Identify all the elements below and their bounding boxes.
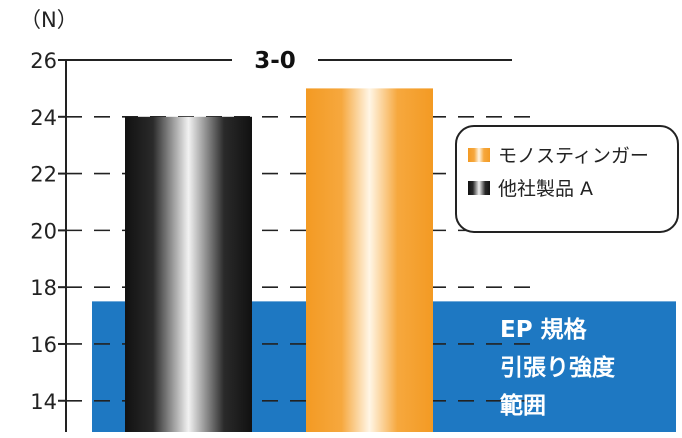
y-tick-label: 24	[30, 106, 57, 130]
legend-swatch	[468, 181, 490, 195]
y-tick-label: 14	[30, 390, 57, 414]
band-label-line: 引張り強度	[500, 354, 616, 381]
y-tick-label: 16	[30, 333, 57, 357]
band-label-line: 範囲	[500, 392, 546, 419]
chart-title: 3-0	[254, 48, 296, 74]
legend-label: モノスティンガー	[498, 145, 649, 167]
legend-label: 他社製品 A	[498, 178, 593, 200]
bar-competitor-a	[125, 116, 252, 433]
y-tick-label: 22	[30, 163, 57, 187]
y-tick-labels: 14 16 18 20 22 24 26	[30, 49, 66, 414]
legend-box	[455, 125, 679, 233]
legend-swatch	[468, 148, 490, 162]
title-line: 3-0	[66, 48, 512, 74]
y-tick-label: 20	[30, 219, 57, 243]
y-unit-label: （N）	[20, 8, 78, 32]
bars	[125, 88, 433, 433]
gridlines	[66, 115, 530, 402]
band-label-line: EP 規格	[500, 316, 588, 343]
y-tick-label: 18	[30, 276, 57, 300]
y-tick-label: 26	[30, 49, 57, 73]
bar-monostinger	[306, 88, 433, 433]
